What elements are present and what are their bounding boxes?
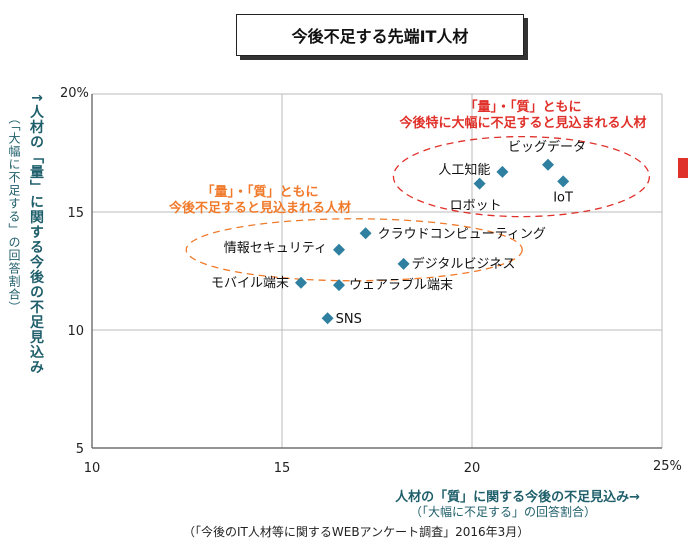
y-tick-label: 15: [67, 206, 84, 221]
data-label: ウェアラブル端末: [349, 277, 453, 293]
data-point: [397, 257, 410, 270]
data-label: デジタルビジネス: [412, 256, 516, 272]
source-note: （「今後のIT人材等に関するWEBアンケート調査」2016年3月）: [183, 525, 530, 539]
annotation-red-line1: 「量」・「質」ともに: [464, 100, 582, 115]
data-point: [333, 243, 345, 256]
data-label: 人工知能: [438, 162, 490, 178]
chart-title: 今後不足する先端IT人材: [236, 14, 524, 56]
x-axis-sublabel: （「大幅に不足する」の回答割合）: [410, 505, 597, 519]
data-point: [295, 276, 307, 289]
y-axis-label: ↑人材の「量」に関する今後の不足見込み: [28, 92, 44, 375]
side-marker: [678, 158, 688, 178]
data-point: [359, 227, 372, 240]
data-point: [473, 177, 486, 190]
data-label: モバイル端末: [211, 276, 289, 291]
group-ellipse-red: [392, 135, 651, 218]
x-axis-label: 人材の「質」に関する今後の不足見込み→: [395, 490, 640, 505]
y-axis-unit: 20%: [60, 86, 89, 101]
data-label: ロボット: [450, 199, 502, 214]
data-point: [333, 279, 345, 292]
annotation-red-line2: 今後特に大幅に不足すると見込まれる人材: [399, 116, 647, 131]
group-ellipse-orange: [185, 218, 523, 282]
data-label: SNS: [336, 312, 362, 327]
data-label: ビッグデータ: [508, 139, 586, 155]
data-point: [557, 175, 570, 188]
data-point: [542, 158, 554, 171]
annotation-orange-line1: 「量」・「質」ともに: [201, 185, 319, 200]
x-axis-unit: 25%: [653, 459, 682, 474]
data-point: [321, 312, 334, 325]
data-label: 情報セキュリティ: [224, 241, 327, 256]
data-label: クラウドコンピューティング: [378, 227, 546, 242]
x-tick-label: 10: [84, 461, 101, 476]
annotation-red: 「量」・「質」ともに 今後特に大幅に不足すると見込まれる人材: [378, 100, 668, 132]
data-label: IoT: [553, 190, 573, 205]
x-tick-label: 20: [464, 461, 481, 476]
y-tick-label: 5: [76, 442, 84, 457]
annotation-orange-line2: 今後不足すると見込まれる人材: [168, 201, 351, 216]
data-point: [496, 165, 509, 178]
annotation-orange: 「量」・「質」ともに 今後不足すると見込まれる人材: [150, 185, 370, 217]
y-axis-sublabel: （「大幅に不足する」の回答割合）: [7, 112, 21, 314]
y-tick-label: 10: [67, 324, 84, 339]
x-tick-label: 15: [274, 461, 291, 476]
